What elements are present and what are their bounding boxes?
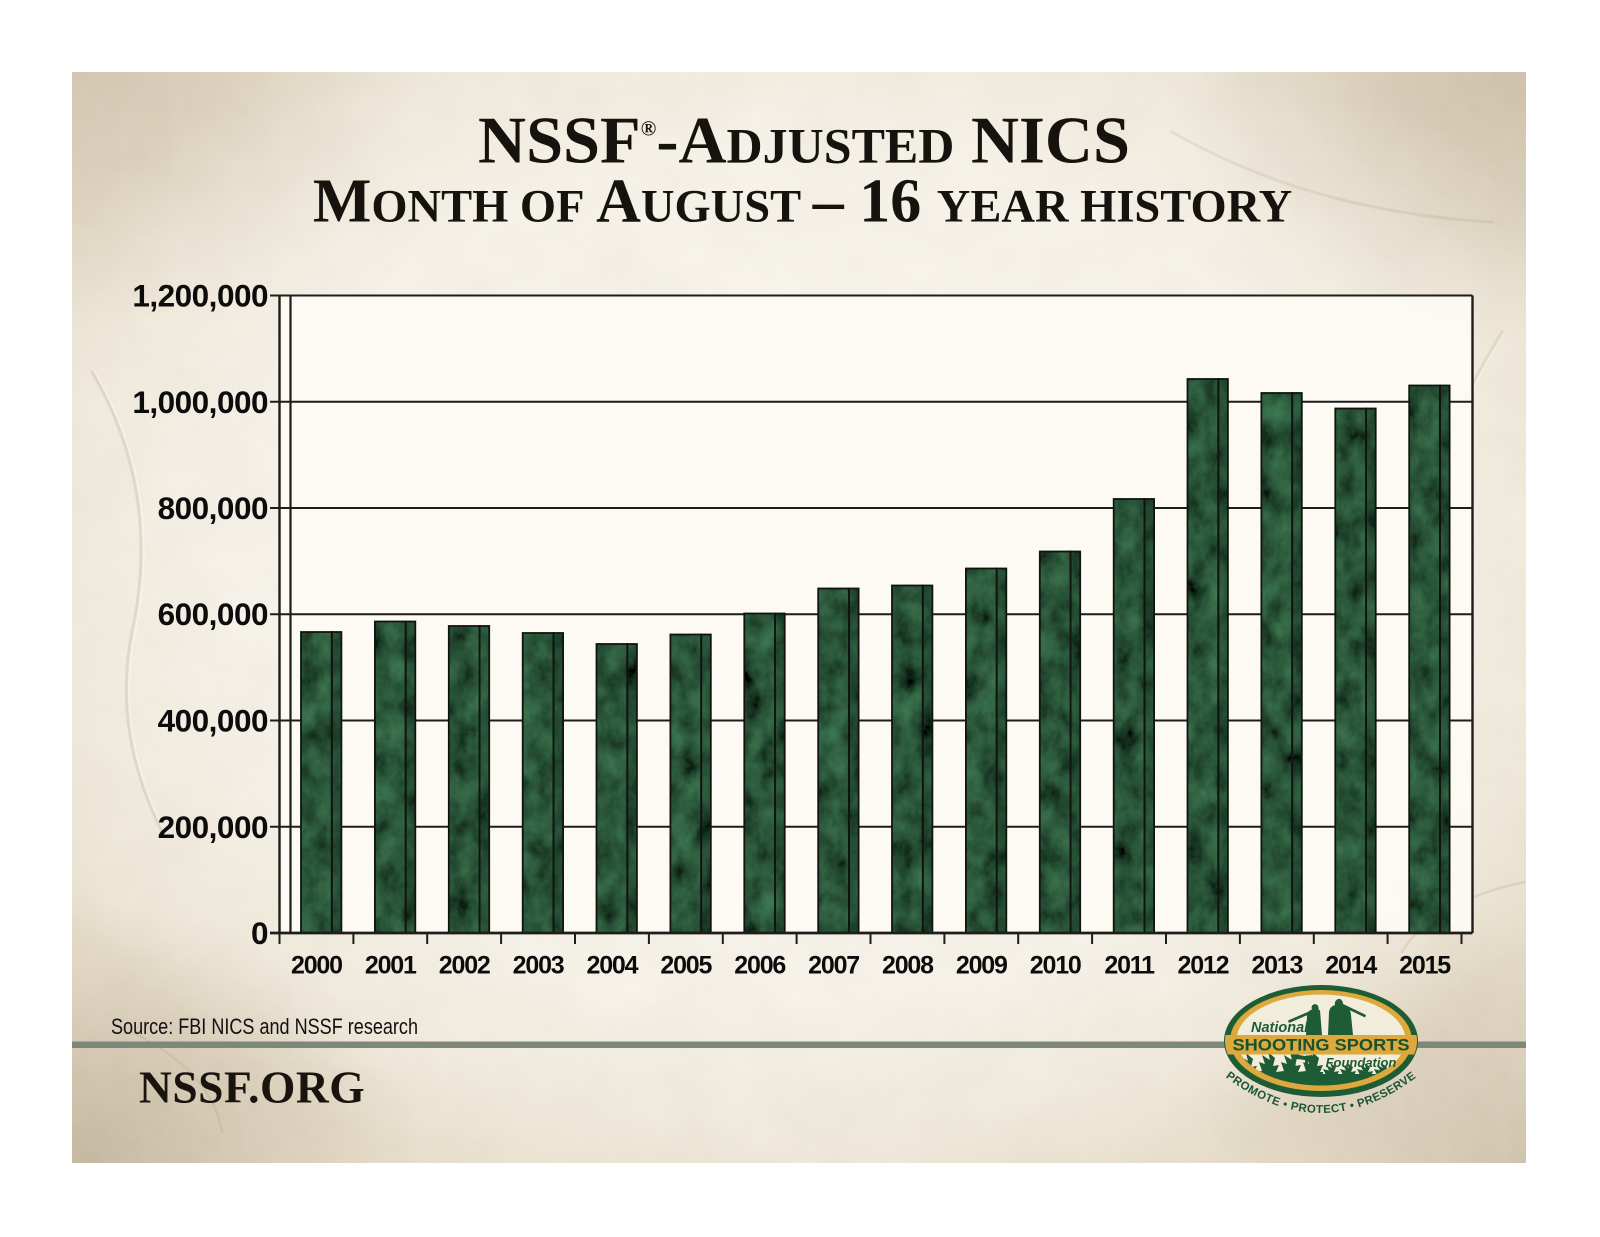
- svg-text:2001: 2001: [365, 952, 417, 980]
- svg-text:2010: 2010: [1030, 952, 1081, 980]
- svg-text:2000: 2000: [291, 952, 342, 980]
- svg-text:2015: 2015: [1399, 952, 1451, 980]
- svg-text:National: National: [1251, 1020, 1309, 1036]
- svg-text:2008: 2008: [882, 952, 934, 980]
- svg-text:200,000: 200,000: [158, 809, 268, 845]
- svg-text:800,000: 800,000: [158, 490, 268, 526]
- svg-text:2003: 2003: [513, 952, 564, 980]
- svg-text:2009: 2009: [956, 952, 1007, 980]
- svg-text:400,000: 400,000: [158, 703, 268, 739]
- svg-text:SHOOTING SPORTS: SHOOTING SPORTS: [1233, 1036, 1410, 1055]
- svg-text:0: 0: [251, 915, 268, 951]
- svg-text:2012: 2012: [1177, 952, 1228, 980]
- svg-text:2007: 2007: [808, 952, 859, 980]
- svg-text:2004: 2004: [586, 952, 638, 980]
- svg-text:2006: 2006: [734, 952, 785, 980]
- svg-text:NSSF®-ADJUSTED NICS: NSSF®-ADJUSTED NICS: [478, 104, 1130, 177]
- svg-text:MONTH OF AUGUST – 16 YEAR HIST: MONTH OF AUGUST – 16 YEAR HISTORY: [313, 167, 1292, 235]
- svg-text:1,200,000: 1,200,000: [132, 278, 268, 314]
- svg-text:Source: FBI NICS and NSSF rese: Source: FBI NICS and NSSF research: [111, 1014, 418, 1039]
- svg-text:2011: 2011: [1104, 952, 1155, 980]
- svg-text:600,000: 600,000: [158, 596, 268, 632]
- svg-text:Foundation: Foundation: [1326, 1055, 1397, 1070]
- svg-text:NSSF.ORG: NSSF.ORG: [139, 1062, 365, 1113]
- svg-text:2002: 2002: [439, 952, 490, 980]
- svg-text:2014: 2014: [1325, 952, 1377, 980]
- svg-text:2013: 2013: [1251, 952, 1302, 980]
- svg-text:1,000,000: 1,000,000: [132, 384, 268, 420]
- svg-text:2005: 2005: [660, 952, 712, 980]
